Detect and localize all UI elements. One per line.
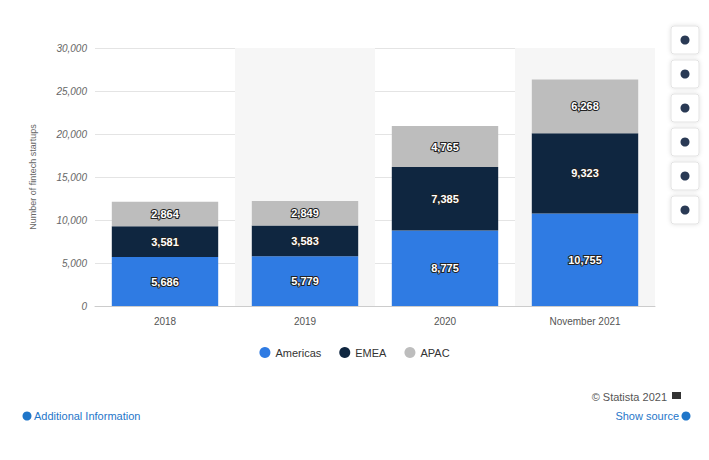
svg-text:5,000: 5,000 — [62, 258, 87, 269]
svg-text:25,000: 25,000 — [55, 86, 87, 97]
svg-text:5,779: 5,779 — [291, 275, 319, 287]
svg-text:0: 0 — [81, 301, 87, 312]
svg-text:Americas: Americas — [275, 347, 321, 359]
svg-text:2,849: 2,849 — [291, 207, 319, 219]
svg-text:Additional Information: Additional Information — [34, 410, 140, 422]
svg-text:November 2021: November 2021 — [549, 316, 621, 327]
svg-text:2018: 2018 — [154, 316, 177, 327]
svg-text:8,775: 8,775 — [431, 262, 459, 274]
svg-text:2,864: 2,864 — [151, 208, 179, 220]
svg-text:7,385: 7,385 — [431, 193, 459, 205]
svg-text:5,686: 5,686 — [151, 276, 179, 288]
svg-text:2019: 2019 — [294, 316, 317, 327]
svg-text:Number of fintech startups: Number of fintech startups — [28, 124, 38, 230]
svg-text:© Statista 2021: © Statista 2021 — [592, 391, 667, 403]
svg-text:4,765: 4,765 — [431, 141, 459, 153]
svg-text:Show source: Show source — [615, 410, 679, 422]
svg-text:2020: 2020 — [434, 316, 457, 327]
svg-text:3,581: 3,581 — [151, 236, 179, 248]
svg-text:20,000: 20,000 — [55, 129, 87, 140]
svg-text:3,583: 3,583 — [291, 235, 319, 247]
svg-text:15,000: 15,000 — [56, 172, 87, 183]
svg-text:EMEA: EMEA — [355, 347, 387, 359]
svg-text:30,000: 30,000 — [56, 43, 87, 54]
svg-text:9,323: 9,323 — [571, 167, 599, 179]
svg-text:10,755: 10,755 — [568, 254, 602, 266]
svg-text:6,268: 6,268 — [571, 100, 599, 112]
svg-text:10,000: 10,000 — [56, 215, 87, 226]
svg-text:APAC: APAC — [420, 347, 449, 359]
